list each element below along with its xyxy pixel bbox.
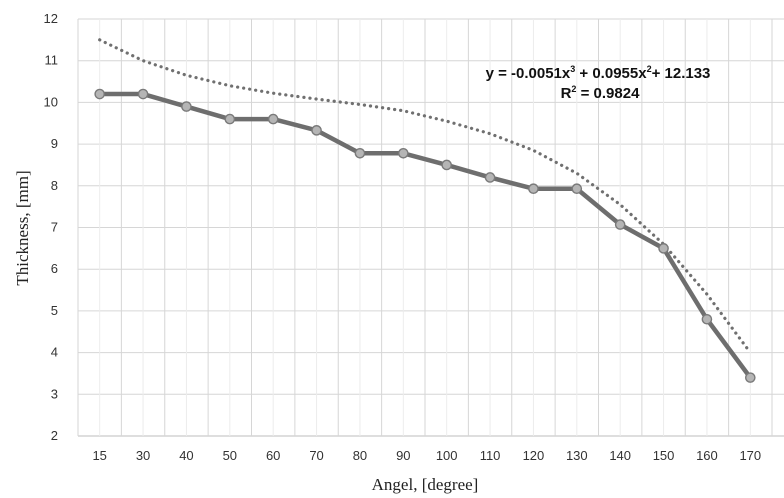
x-tick-label: 60 bbox=[266, 448, 280, 463]
y-tick-label: 8 bbox=[51, 178, 58, 193]
y-tick-label: 10 bbox=[44, 94, 58, 109]
x-tick-label: 40 bbox=[179, 448, 193, 463]
grid-lines bbox=[77, 18, 784, 437]
x-tick-label: 50 bbox=[223, 448, 237, 463]
y-tick-label: 11 bbox=[45, 53, 59, 68]
x-tick-label: 80 bbox=[353, 448, 367, 463]
r-squared-label: R2 = 0.9824 bbox=[561, 84, 640, 102]
x-tick-label: 90 bbox=[396, 448, 410, 463]
x-axis-ticks: 15 30 40 50 60 70 80 90 100 110 120 130 140 150 160 170 bbox=[92, 448, 761, 463]
data-point bbox=[571, 183, 583, 195]
data-point bbox=[658, 243, 669, 254]
data-point bbox=[398, 147, 409, 159]
x-axis-title: Angel, [degree] bbox=[372, 475, 479, 494]
x-tick-label: 140 bbox=[609, 448, 631, 463]
data-point bbox=[701, 313, 713, 325]
y-tick-label: 12 bbox=[44, 11, 58, 26]
series-layer bbox=[94, 38, 756, 383]
x-tick-label: 70 bbox=[309, 448, 323, 463]
data-point bbox=[267, 113, 279, 125]
data-series-line bbox=[99, 91, 753, 379]
data-point bbox=[745, 372, 756, 383]
y-axis-title: Thickness, [mm] bbox=[13, 170, 32, 285]
data-point bbox=[484, 172, 496, 183]
data-point bbox=[94, 88, 105, 100]
x-tick-label: 15 bbox=[92, 448, 106, 463]
data-point bbox=[441, 159, 452, 171]
y-axis-ticks: 2 3 4 5 6 7 8 9 10 11 12 bbox=[44, 11, 58, 443]
y-tick-label: 4 bbox=[51, 345, 58, 360]
x-tick-label: 120 bbox=[523, 448, 545, 463]
x-tick-label: 170 bbox=[739, 448, 761, 463]
data-point bbox=[137, 88, 149, 100]
y-tick-label: 7 bbox=[51, 220, 58, 235]
x-tick-label: 160 bbox=[696, 448, 718, 463]
x-tick-label: 130 bbox=[566, 448, 588, 463]
trendline bbox=[98, 38, 752, 355]
trendline-equation: y = -0.0051x3 + 0.0955x2+ 12.133 bbox=[486, 64, 711, 82]
y-tick-label: 3 bbox=[51, 386, 58, 401]
x-tick-label: 30 bbox=[136, 448, 150, 463]
y-tick-label: 2 bbox=[51, 428, 58, 443]
y-tick-label: 9 bbox=[51, 136, 58, 151]
data-point bbox=[354, 147, 366, 159]
y-tick-label: 6 bbox=[51, 261, 58, 276]
y-tick-label: 5 bbox=[51, 303, 58, 318]
x-tick-label: 150 bbox=[653, 448, 675, 463]
data-point bbox=[528, 183, 539, 195]
data-point bbox=[224, 113, 236, 125]
x-tick-label: 100 bbox=[436, 448, 458, 463]
data-point bbox=[311, 125, 322, 136]
data-point bbox=[614, 219, 626, 230]
x-tick-label: 110 bbox=[480, 448, 501, 463]
data-point bbox=[181, 101, 192, 112]
